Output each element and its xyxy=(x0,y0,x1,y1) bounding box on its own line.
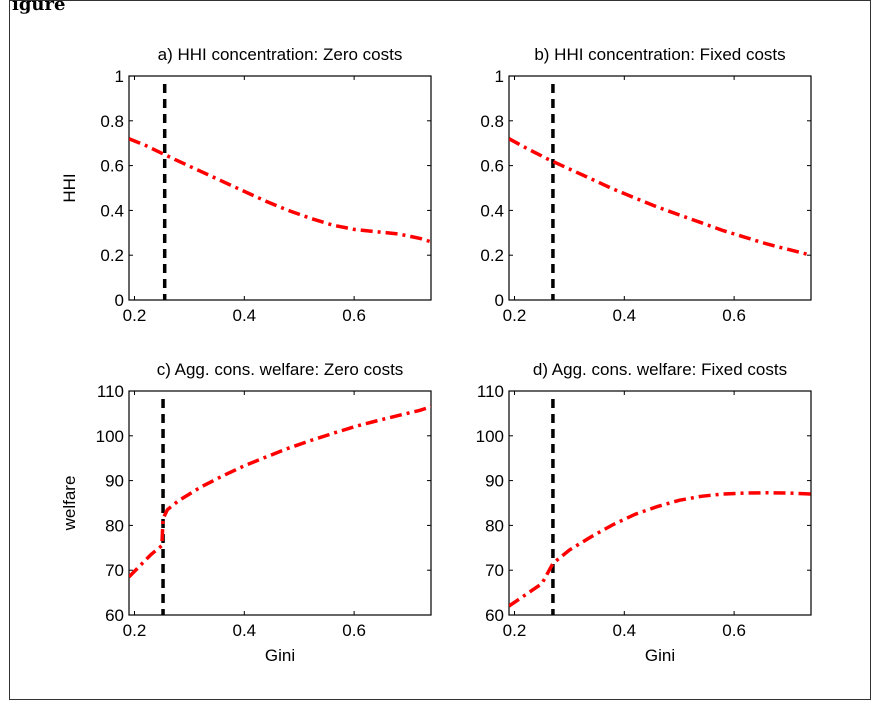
subplot-title: c) Agg. cons. welfare: Zero costs xyxy=(157,360,404,379)
x-tick-label: 0.4 xyxy=(232,306,256,325)
y-tick-label: 0.8 xyxy=(480,112,504,131)
y-tick-label: 0.2 xyxy=(480,246,504,265)
x-tick-label: 0.6 xyxy=(722,306,746,325)
y-tick-label: 60 xyxy=(105,606,124,625)
chart-grid: 0.2 0.4 0.600.20.40.60.81a) HHI concentrat… xyxy=(60,45,812,665)
y-tick-label: 90 xyxy=(485,472,504,491)
subplot-title: d) Agg. cons. welfare: Fixed costs xyxy=(533,360,787,379)
series-line-0 xyxy=(129,405,431,579)
y-tick-label: 0 xyxy=(495,291,504,310)
y-tick-label: 60 xyxy=(485,606,504,625)
axes-box xyxy=(508,75,812,301)
x-tick-label: 0.4 xyxy=(612,306,636,325)
axes-box xyxy=(128,75,432,301)
x-tick-label: 0.6 xyxy=(342,621,366,640)
y-tick-label: 70 xyxy=(485,561,504,580)
series-line-0 xyxy=(509,137,811,257)
figure-title: igure xyxy=(12,0,66,15)
axes-box xyxy=(128,390,432,616)
x-axis-label: Gini xyxy=(645,646,675,665)
axes-box xyxy=(508,390,812,616)
y-tick-label: 0.2 xyxy=(100,246,124,265)
y-tick-label: 100 xyxy=(476,427,504,446)
x-tick-label: 0.2 xyxy=(503,621,527,640)
y-tick-label: 70 xyxy=(105,561,124,580)
figure-frame: igure 0.2 0.4 0.6 0 0.2 0.4 0.6 0.8 1 a) HHI conc… xyxy=(9,0,871,700)
subplot-d: 0.2 0.4 0.6 60 70 80 90 100 110 d) Agg. cons. wel… xyxy=(476,360,812,665)
y-tick-label: 80 xyxy=(105,516,124,535)
y-tick-label: 0 xyxy=(115,291,124,310)
y-axis-label: welfare xyxy=(60,476,79,532)
y-tick-label: 0.8 xyxy=(100,112,124,131)
x-tick-label: 0.2 xyxy=(503,306,527,325)
y-axis-label: HHI xyxy=(60,173,79,202)
y-tick-label: 80 xyxy=(485,516,504,535)
y-tick-label: 0.6 xyxy=(480,157,504,176)
y-tick-label: 1 xyxy=(115,67,124,86)
x-axis-label: Gini xyxy=(265,646,295,665)
x-tick-label: 0.2 xyxy=(123,621,147,640)
y-tick-label: 100 xyxy=(96,427,124,446)
x-tick-label: 0.6 xyxy=(342,306,366,325)
x-tick-label: 0.2 xyxy=(123,306,147,325)
y-tick-label: 1 xyxy=(495,67,504,86)
subplot-c: 0.2 0.4 0.6 60 70 80 90 100 110 c) Agg. cons. wel… xyxy=(60,360,432,665)
y-tick-label: 110 xyxy=(477,382,504,401)
series-line-0 xyxy=(129,137,431,244)
subplot-title: b) HHI concentration: Fixed costs xyxy=(534,45,785,64)
x-tick-label: 0.4 xyxy=(232,621,256,640)
subplot-title: a) HHI concentration: Zero costs xyxy=(158,45,403,64)
x-tick-label: 0.6 xyxy=(722,621,746,640)
y-tick-label: 0.4 xyxy=(480,201,504,220)
y-tick-label: 110 xyxy=(97,382,124,401)
subplot-b: 0.2 0.4 0.600.20.40.60.81b) HHI concentrat… xyxy=(480,45,812,325)
y-tick-label: 90 xyxy=(105,472,124,491)
subplot-a: 0.2 0.4 0.600.20.40.60.81a) HHI concentrat… xyxy=(60,45,432,325)
series-line-0 xyxy=(509,490,811,608)
y-tick-label: 0.4 xyxy=(100,201,124,220)
x-tick-label: 0.4 xyxy=(612,621,636,640)
y-tick-label: 0.6 xyxy=(100,157,124,176)
